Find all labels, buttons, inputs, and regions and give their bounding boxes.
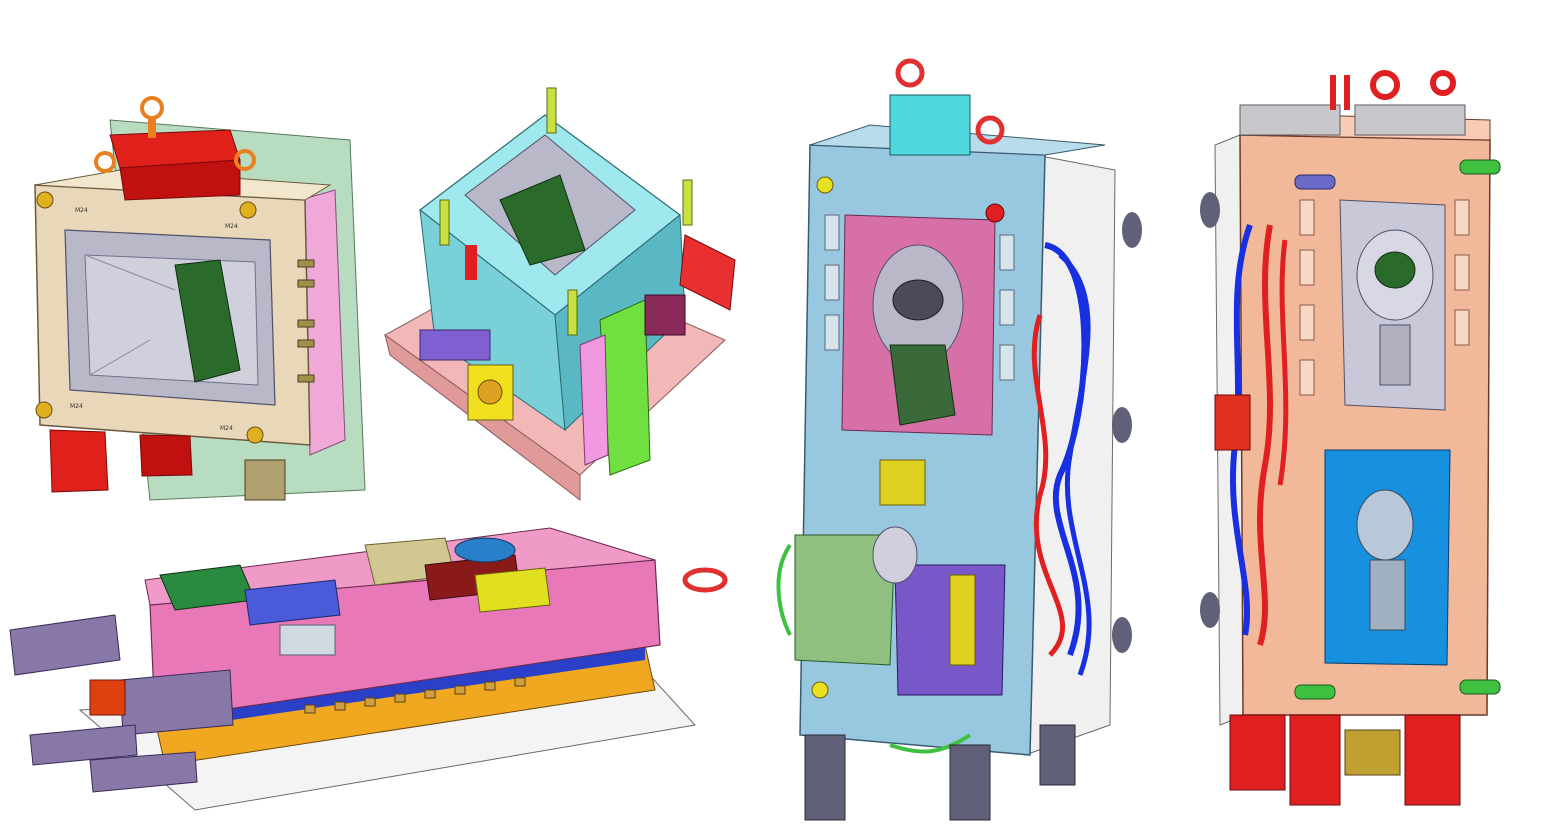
svg-text:M24: M24 [220,425,233,432]
mold-render-3 [5,520,735,820]
mold-render-2 [380,80,745,520]
mold-render-5 [1195,65,1515,810]
mold-render-4 [770,55,1145,825]
svg-text:M24: M24 [225,223,238,230]
svg-text:M24: M24 [75,207,88,214]
svg-text:M24: M24 [70,403,83,410]
mold-render-1: M24 M24 M24 M24 [30,90,375,510]
